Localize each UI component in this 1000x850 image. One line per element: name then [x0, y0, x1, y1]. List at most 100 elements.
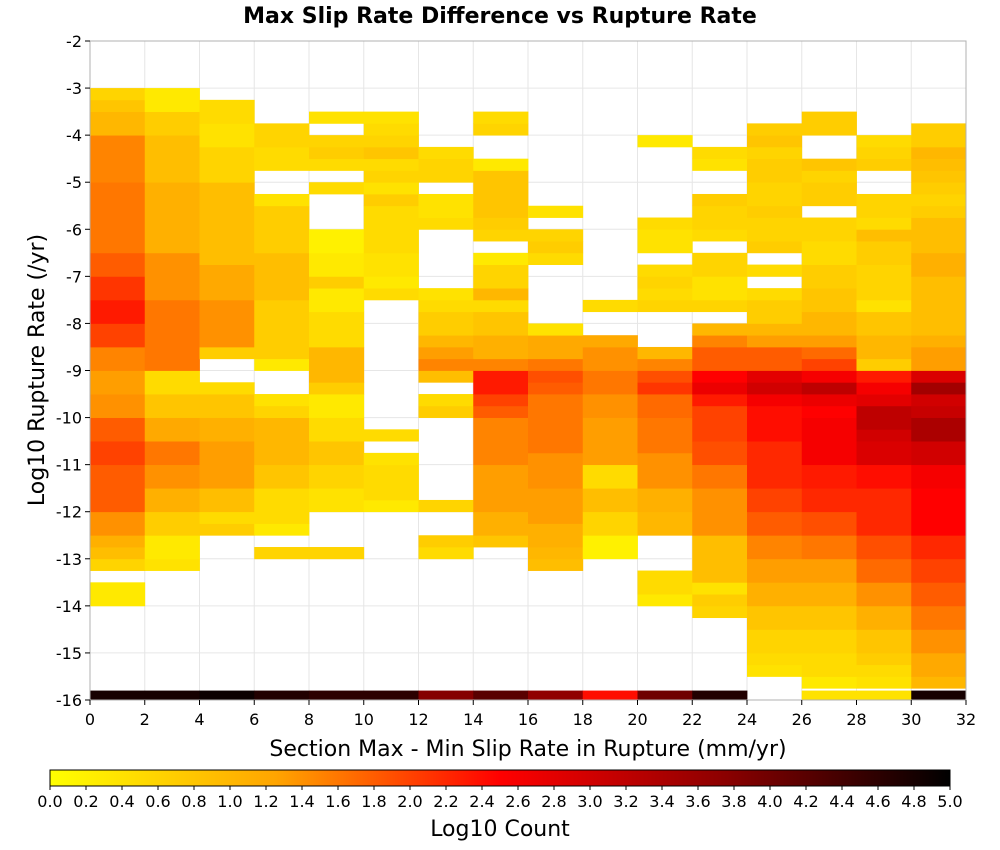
- heatmap-cell: [692, 605, 748, 619]
- heatmap-cell: [90, 511, 146, 536]
- heatmap-cell: [911, 441, 967, 466]
- heatmap-cell: [309, 135, 365, 148]
- heatmap-cell: [90, 535, 146, 548]
- y-tick-label: -8: [66, 314, 82, 333]
- heatmap-cell: [747, 205, 803, 218]
- heatmap-cell: [911, 193, 967, 207]
- heatmap-cell: [911, 123, 967, 148]
- colorbar-tick-label: 4.2: [793, 792, 818, 811]
- heatmap-cell: [90, 252, 146, 277]
- heatmap-cell: [692, 323, 748, 336]
- heatmap-cell: [363, 123, 419, 136]
- heatmap-cell: [144, 558, 200, 571]
- heatmap-cell: [911, 252, 967, 277]
- heatmap-cell: [363, 205, 419, 254]
- heatmap-cell: [418, 499, 474, 513]
- heatmap-cell: [473, 511, 529, 536]
- colorbar-tick-label: 1.6: [325, 792, 350, 811]
- heatmap-cell: [473, 158, 529, 171]
- y-tick-label: -12: [56, 503, 82, 522]
- heatmap-cell: [692, 594, 748, 607]
- heatmap-cell: [856, 690, 912, 701]
- heatmap-cell: [856, 429, 912, 442]
- heatmap-cell: [801, 417, 857, 466]
- heatmap-cell: [747, 123, 803, 136]
- heatmap-cell: [363, 158, 419, 171]
- heatmap-cell: [363, 452, 419, 466]
- heatmap-cell: [856, 488, 912, 536]
- heatmap-cell: [692, 252, 748, 277]
- heatmap-cell: [418, 535, 474, 548]
- heatmap-cell: [144, 135, 200, 183]
- heatmap-cell: [363, 182, 419, 195]
- heatmap-cell: [254, 690, 310, 701]
- heatmap-cell: [199, 394, 255, 418]
- heatmap-cell: [528, 252, 584, 265]
- heatmap-cell: [473, 111, 529, 124]
- x-tick-label: 12: [408, 710, 428, 729]
- heatmap-cell: [637, 452, 693, 489]
- heatmap-cell: [418, 335, 474, 348]
- heatmap-cell: [199, 690, 255, 701]
- x-tick-label: 28: [846, 710, 866, 729]
- heatmap-cell: [692, 158, 748, 171]
- heatmap-cell: [747, 346, 803, 371]
- heatmap-cell: [911, 652, 967, 677]
- heatmap-cell: [637, 511, 693, 536]
- heatmap-cell: [856, 264, 912, 277]
- heatmap-cell: [582, 464, 638, 489]
- heatmap-cell: [911, 370, 967, 383]
- heatmap-cell: [144, 690, 200, 701]
- heatmap-cell: [363, 193, 419, 207]
- heatmap-cell: [363, 146, 419, 160]
- heatmap-cell: [309, 394, 365, 418]
- heatmap-cell: [856, 664, 912, 677]
- heatmap-cell: [90, 370, 146, 395]
- colorbar-tick-label: 1.8: [361, 792, 386, 811]
- heatmap-cell: [473, 464, 529, 513]
- heatmap-cell: [856, 605, 912, 630]
- colorbar-tick-label: 1.2: [253, 792, 278, 811]
- heatmap-cell: [144, 417, 200, 442]
- heatmap-cell: [856, 382, 912, 395]
- colorbar-tick-label: 2.8: [541, 792, 566, 811]
- x-tick-label: 0: [85, 710, 95, 729]
- heatmap-cell: [473, 405, 529, 418]
- heatmap-cell: [692, 394, 748, 407]
- heatmap-cell: [254, 146, 310, 171]
- heatmap-cell: [473, 170, 529, 218]
- heatmap-cell: [637, 488, 693, 513]
- heatmap-cell: [199, 346, 255, 360]
- heatmap-cell: [801, 217, 857, 242]
- heatmap-cell: [911, 158, 967, 171]
- heatmap-cell: [747, 323, 803, 336]
- heatmap-cell: [90, 88, 146, 101]
- heatmap-cell: [692, 488, 748, 536]
- heatmap-cell: [528, 558, 584, 571]
- heatmap-cell: [637, 299, 693, 313]
- heatmap-cell: [418, 158, 474, 183]
- heatmap-cell: [637, 229, 693, 254]
- x-axis-ticks: 0 2 4 6 8 10 12 14 16 18 20 22 24 26 28 30 32: [85, 700, 976, 729]
- heatmap-cell: [144, 535, 200, 560]
- heatmap-cell: [144, 441, 200, 466]
- y-tick-label: -2: [66, 32, 82, 51]
- y-tick-label: -6: [66, 220, 82, 239]
- heatmap-cell: [801, 676, 857, 689]
- heatmap-cell: [309, 252, 365, 277]
- colorbar-tick-label: 3.0: [577, 792, 602, 811]
- heatmap-cell: [199, 264, 255, 301]
- heatmap-cell: [856, 558, 912, 583]
- heatmap-cell: [801, 346, 857, 360]
- heatmap-cell: [637, 217, 693, 230]
- heatmap-cell: [309, 111, 365, 124]
- heatmap-cell: [637, 394, 693, 418]
- heatmap-cell: [144, 111, 200, 136]
- heatmap-cell: [747, 441, 803, 489]
- heatmap-cell: [90, 417, 146, 442]
- heatmap-cell: [254, 488, 310, 524]
- y-tick-label: -4: [66, 126, 82, 145]
- heatmap-cell: [747, 558, 803, 583]
- heatmap-cell: [473, 311, 529, 336]
- heatmap-cell: [254, 464, 310, 489]
